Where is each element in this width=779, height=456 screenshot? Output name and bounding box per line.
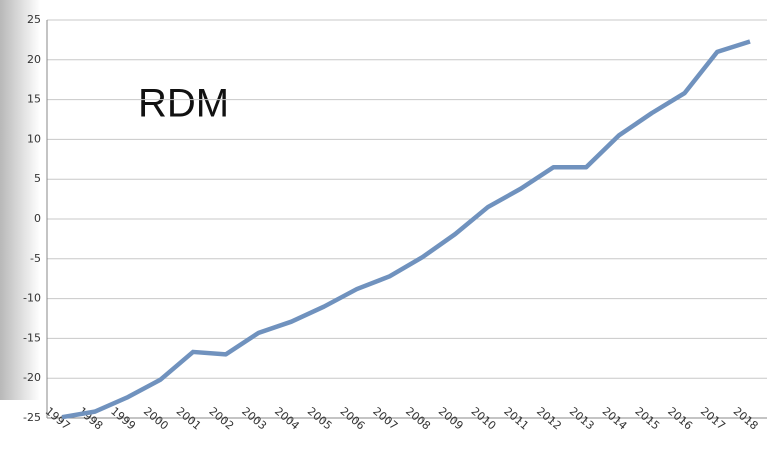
y-tick-label: 5 xyxy=(34,172,41,185)
y-tick-label: 25 xyxy=(27,13,41,26)
line-series xyxy=(61,39,751,420)
y-tick-label: 10 xyxy=(27,132,41,145)
y-tick-label: -15 xyxy=(23,331,41,344)
y-tick-label: 15 xyxy=(27,93,41,106)
annotation: RDM xyxy=(138,82,229,126)
background-photo xyxy=(0,0,40,400)
y-tick-label: 20 xyxy=(27,53,41,66)
y-tick-label: -5 xyxy=(30,252,41,265)
y-tick-label: 0 xyxy=(34,212,41,225)
y-tick-label: -20 xyxy=(23,371,41,384)
y-tick-label: -10 xyxy=(23,292,41,305)
y-tick-label: -25 xyxy=(23,411,41,424)
